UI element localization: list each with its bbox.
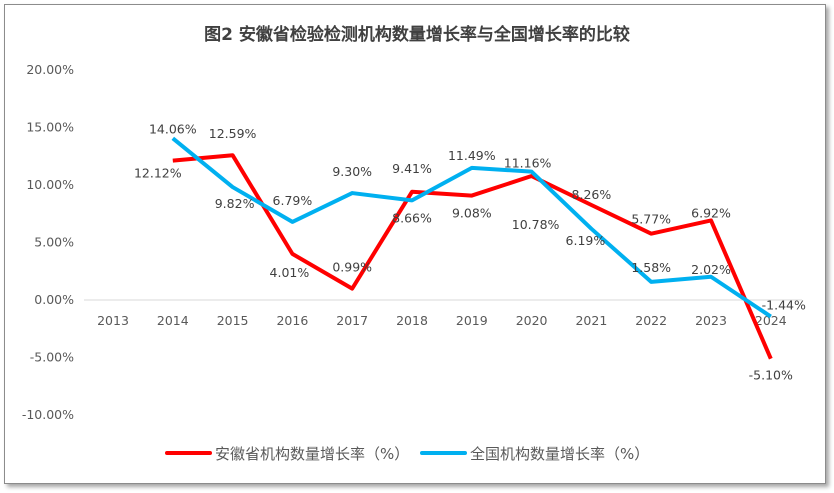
data-label: -5.10% — [749, 368, 793, 383]
data-label: 1.58% — [631, 260, 671, 275]
y-tick-label: 15.00% — [26, 120, 74, 135]
x-tick-label: 2018 — [396, 313, 428, 328]
x-tick-label: 2020 — [516, 313, 548, 328]
data-label: 11.49% — [448, 148, 496, 163]
x-tick-label: 2024 — [755, 313, 787, 328]
x-tick-label: 2014 — [157, 313, 189, 328]
data-label: 5.77% — [631, 212, 671, 227]
data-label: 6.19% — [566, 233, 606, 248]
data-label: 10.78% — [512, 217, 560, 232]
data-label: 8.66% — [392, 210, 432, 225]
legend-label: 全国机构数量增长率（%） — [470, 445, 649, 463]
x-tick-label: 2013 — [97, 313, 129, 328]
data-label: 8.26% — [572, 187, 612, 202]
data-label: 6.79% — [273, 193, 313, 208]
data-label: 11.16% — [504, 156, 552, 171]
chart-title: 图2 安徽省检验检测机构数量增长率与全国增长率的比较 — [204, 24, 630, 45]
y-tick-label: 10.00% — [26, 177, 74, 192]
x-tick-label: 2017 — [336, 313, 368, 328]
x-tick-label: 2021 — [575, 313, 607, 328]
data-label: 9.41% — [392, 161, 432, 176]
data-label: 4.01% — [270, 265, 310, 280]
data-label: 9.30% — [332, 164, 372, 179]
x-tick-label: 2015 — [217, 313, 249, 328]
series-line-0 — [172, 153, 773, 360]
x-tick-label: 2023 — [695, 313, 727, 328]
data-label: 14.06% — [149, 121, 197, 136]
data-label: -1.44% — [762, 298, 806, 313]
y-tick-label: -5.00% — [30, 350, 74, 365]
chart-frame — [4, 4, 826, 484]
data-label: 12.12% — [134, 166, 182, 181]
data-label: 2.02% — [691, 262, 731, 277]
data-label: 9.08% — [452, 206, 492, 221]
data-label: 12.59% — [209, 126, 257, 141]
x-tick-label: 2016 — [276, 313, 308, 328]
x-tick-label: 2019 — [456, 313, 488, 328]
x-tick-label: 2022 — [635, 313, 667, 328]
data-label: 0.99% — [332, 260, 372, 275]
y-tick-label: 20.00% — [26, 62, 74, 77]
legend-label: 安徽省机构数量增长率（%） — [215, 445, 409, 463]
y-tick-label: 0.00% — [34, 292, 74, 307]
y-tick-label: 5.00% — [34, 235, 74, 250]
data-label: 6.92% — [691, 205, 731, 220]
data-label: 9.82% — [215, 196, 255, 211]
y-tick-label: -10.00% — [22, 407, 74, 422]
